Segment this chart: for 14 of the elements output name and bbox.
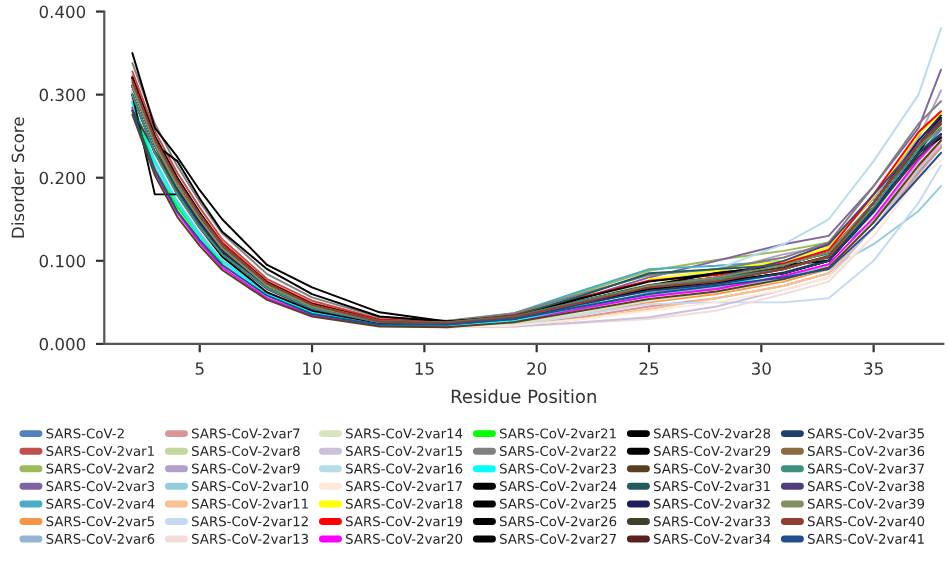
y-tick-label: 0.300 bbox=[39, 88, 86, 102]
x-tick-label: 15 bbox=[415, 362, 434, 375]
x-tick-label: 10 bbox=[303, 362, 322, 375]
y-tick-label: 0.100 bbox=[39, 254, 86, 268]
x-tick-label: 20 bbox=[527, 362, 547, 375]
x-tick-label: 30 bbox=[751, 362, 771, 375]
x-axis-title: Residue Position bbox=[451, 389, 596, 404]
y-tick-label: 0.000 bbox=[39, 337, 86, 351]
x-tick-label: 35 bbox=[864, 362, 883, 375]
y-axis-title: Disorder Score bbox=[11, 117, 25, 238]
x-tick-label: 25 bbox=[639, 362, 659, 375]
x-tick-label: 5 bbox=[195, 362, 204, 375]
y-tick-label: 0.200 bbox=[39, 171, 86, 185]
y-tick-label: 0.400 bbox=[39, 5, 86, 19]
